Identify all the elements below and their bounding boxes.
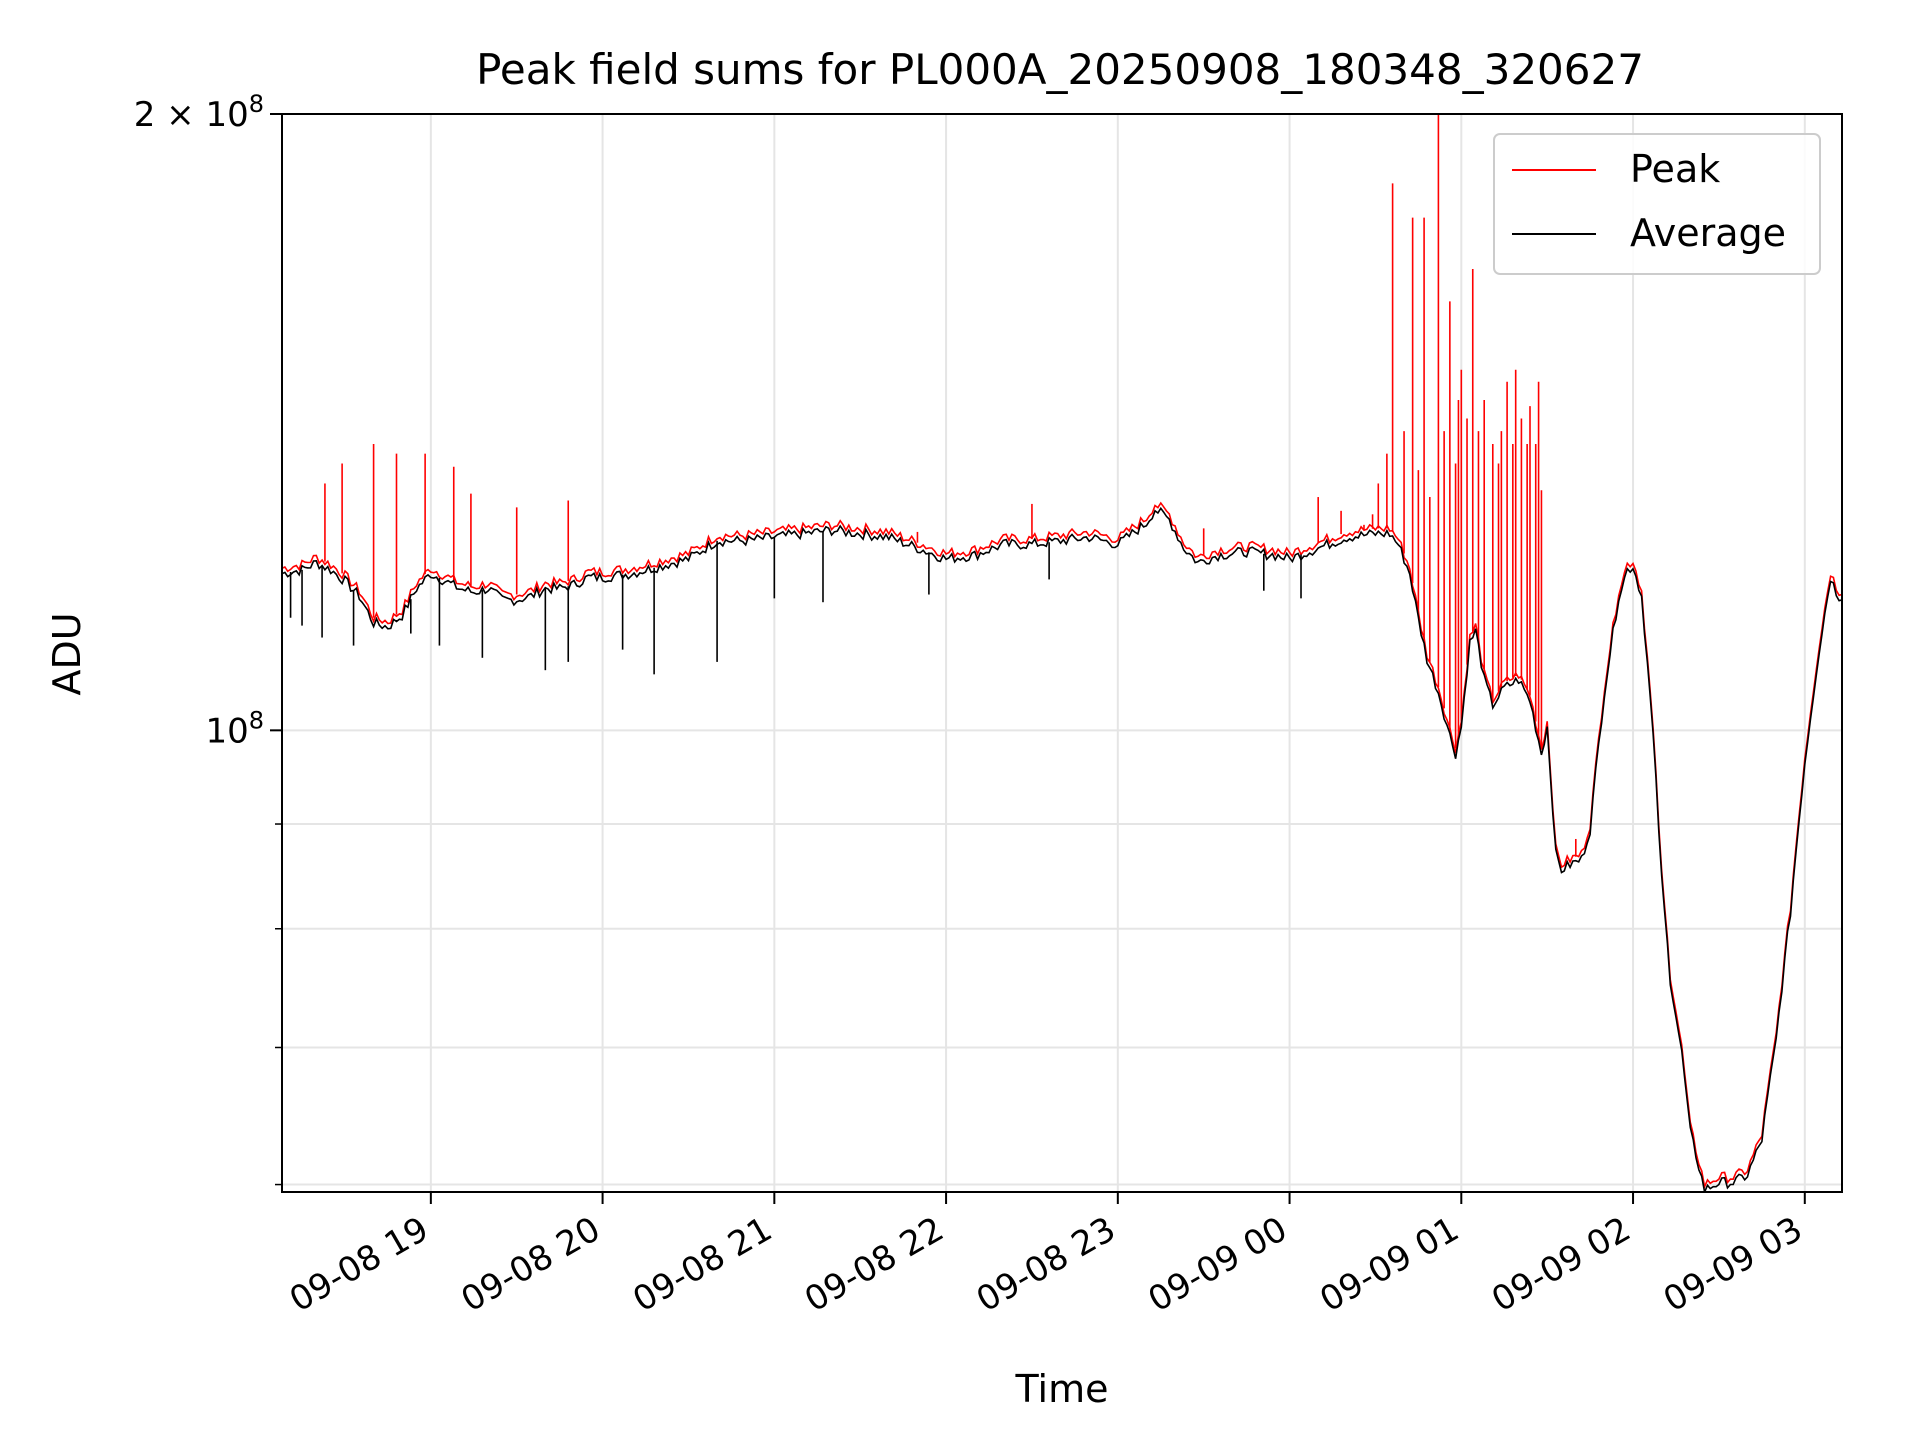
peak-series-line (282, 501, 1842, 1190)
y-tick-prefix: 2 × (134, 95, 206, 135)
legend: Peak Average (1493, 133, 1821, 275)
y-axis-label: ADU (45, 612, 89, 695)
y-tick-base: 10 (205, 711, 248, 751)
axes-frame (281, 113, 1843, 1193)
series-layer (282, 114, 1842, 1192)
chart-title: Peak field sums for PL000A_20250908_1803… (476, 45, 1644, 94)
y-tick-label: 108 (205, 706, 264, 751)
average-series-line (282, 506, 1842, 1192)
y-tick-exponent: 8 (249, 706, 264, 734)
plot-area (282, 114, 1842, 1192)
legend-peak-label: Peak (1630, 147, 1720, 191)
legend-average-label: Average (1630, 211, 1786, 255)
y-tick-base: 10 (205, 95, 248, 135)
x-axis-label: Time (1015, 1367, 1109, 1411)
y-tick-label: 2 × 108 (134, 90, 264, 135)
y-tick-exponent: 8 (249, 90, 264, 118)
